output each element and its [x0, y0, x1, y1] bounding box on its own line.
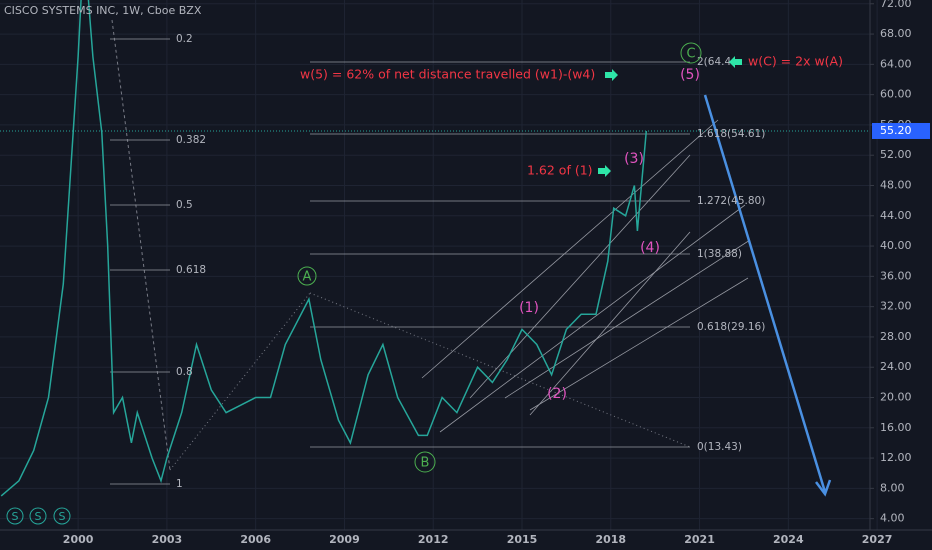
x-tick-label: 2021: [684, 533, 715, 546]
dotted-line: [309, 292, 691, 448]
wave-label: A: [303, 270, 312, 285]
fib-label: 0.5: [176, 199, 193, 211]
y-tick-label: 16.00: [880, 421, 912, 434]
fib-label: 1: [176, 478, 183, 490]
fib-label: 1.618(54.61): [697, 128, 765, 140]
y-tick-label: 44.00: [880, 209, 912, 222]
wave-label: C: [686, 47, 695, 62]
y-tick-label: 48.00: [880, 179, 912, 192]
forecast-arrow: [703, 94, 827, 493]
fib-label: 1.272(45.80): [697, 195, 765, 207]
dotted-line: [169, 292, 311, 471]
y-tick-label: 8.00: [880, 481, 905, 494]
annotation: w(C) = 2x w(A): [748, 54, 843, 69]
x-tick-label: 2003: [152, 533, 183, 546]
wave-label: (3): [624, 151, 644, 167]
icon-circle: [29, 507, 47, 525]
fib-label: 0.618(29.16): [697, 321, 765, 333]
icon-label[interactable]: S: [35, 510, 42, 523]
x-tick-label: 2024: [773, 533, 804, 546]
x-tick-label: 2000: [63, 533, 94, 546]
fib-label: 0(13.43): [697, 441, 742, 453]
x-tick-label: 2009: [329, 533, 360, 546]
annotation: w(5) = 62% of net distance travelled (w1…: [300, 67, 595, 82]
y-tick-label: 36.00: [880, 269, 912, 282]
icon-label[interactable]: S: [12, 510, 19, 523]
annotation: 1.62 of (1): [527, 163, 593, 178]
wave-circle: [297, 266, 317, 286]
channel-line: [529, 277, 749, 411]
drawings: [110, 19, 832, 497]
price-line: [0, 0, 648, 497]
x-tick-label: 2027: [862, 533, 893, 546]
y-tick-label: 24.00: [880, 360, 912, 373]
y-tick-label: 72.00: [880, 0, 912, 10]
y-tick-label: 60.00: [880, 88, 912, 101]
channel-line: [469, 154, 691, 399]
chart-title: CISCO SYSTEMS INC, 1W, Cboe BZX: [4, 4, 202, 17]
channel-line: [529, 231, 691, 416]
x-tick-label: 2018: [595, 533, 626, 546]
y-tick-label: 28.00: [880, 330, 912, 343]
fib-label: 1(38.88): [697, 248, 742, 260]
wave-label: B: [421, 456, 430, 471]
fib-label: 0.8: [176, 366, 193, 378]
arrow-icon: [598, 165, 611, 177]
last-price-box: [872, 122, 930, 139]
y-tick-label: 64.00: [880, 57, 912, 70]
wave-circle: [414, 451, 436, 473]
axes: 4.00 8.00 12.00 16.00 20.00 24.00 28.00 32.00 36…: [63, 0, 930, 546]
y-tick-label: 4.00: [880, 512, 905, 525]
y-tick-label: 32.00: [880, 300, 912, 313]
y-tick-label: 12.00: [880, 451, 912, 464]
arrow-icon: [729, 56, 742, 68]
channel-line: [439, 204, 746, 433]
channel-line: [504, 239, 751, 399]
channel-line: [421, 119, 719, 379]
wave-label: (1): [519, 300, 539, 316]
dotted-line: [111, 19, 171, 471]
fib-label: 0.2: [176, 33, 193, 45]
last-price-label: 55.20: [880, 124, 912, 137]
fib-label: 2(64.4: [697, 56, 731, 68]
arrow-head: [815, 479, 832, 497]
arrow-icon: [605, 69, 618, 81]
series: [0, 0, 648, 497]
wave-label: (2): [547, 386, 567, 402]
wave-circle: [680, 42, 702, 64]
wave-label: (4): [640, 240, 660, 256]
icon-circle: [6, 507, 24, 525]
y-tick-label: 52.00: [880, 148, 912, 161]
arrow-icons: [598, 56, 742, 177]
wave-label: (5): [680, 67, 700, 83]
icon-circle: [53, 507, 71, 525]
fib-label: 0.618: [176, 264, 206, 276]
x-tick-label: 2012: [418, 533, 449, 546]
grid: [0, 0, 878, 530]
icon-label[interactable]: S: [59, 510, 66, 523]
y-tick-label: 68.00: [880, 27, 912, 40]
x-tick-label: 2006: [240, 533, 271, 546]
y-tick-label: 20.00: [880, 391, 912, 404]
x-tick-label: 2015: [507, 533, 538, 546]
fib-label: 0.382: [176, 134, 206, 146]
y-tick-label: 40.00: [880, 239, 912, 252]
